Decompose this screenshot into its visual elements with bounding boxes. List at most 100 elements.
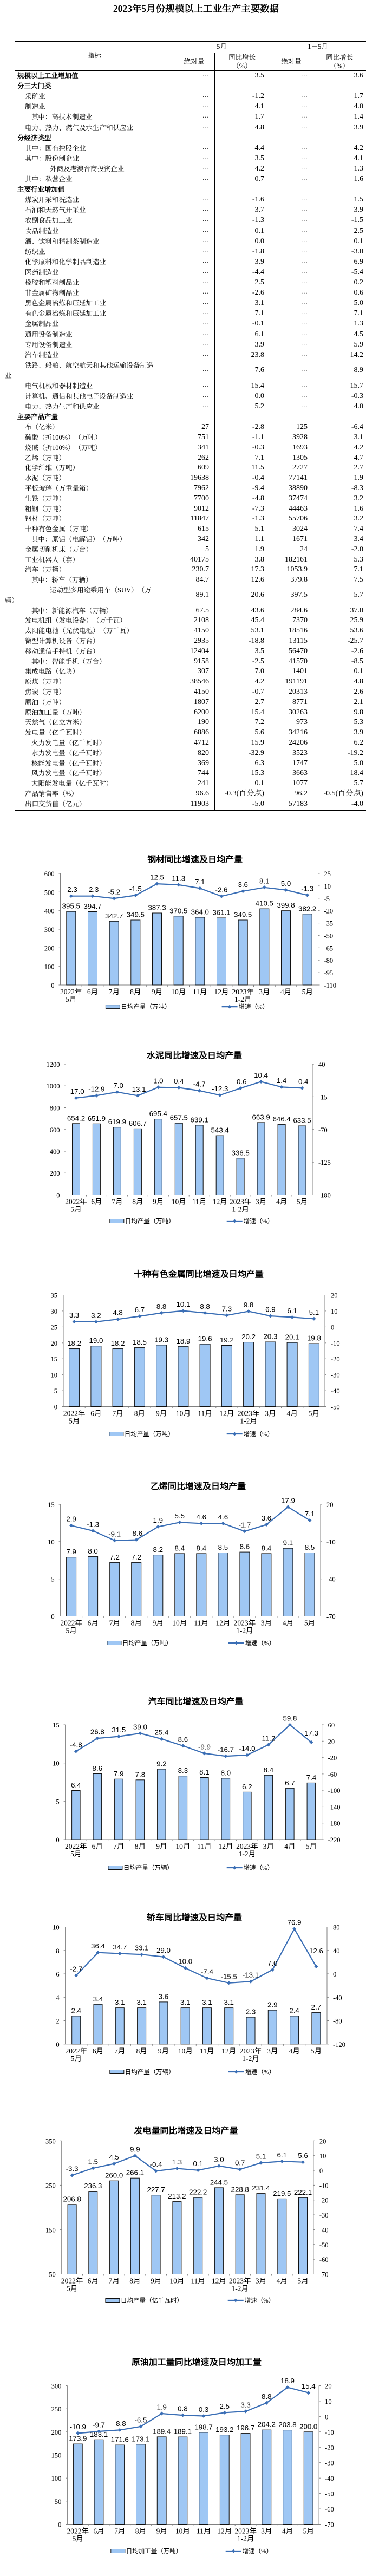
svg-text:8.8: 8.8 [262,2392,272,2401]
svg-text:1-2月: 1-2月 [236,1627,253,1635]
svg-text:增速（%）: 增速（%） [245,1639,276,1647]
svg-text:20.2: 20.2 [241,1333,256,1341]
svg-text:342.7: 342.7 [105,912,123,920]
svg-text:10月: 10月 [176,1410,191,1418]
svg-text:10.0: 10.0 [178,1958,192,1966]
svg-text:227.7: 227.7 [147,2186,165,2194]
svg-text:5月: 5月 [67,2285,77,2293]
svg-text:3月: 3月 [263,1842,274,1850]
svg-text:-20: -20 [324,908,334,915]
svg-text:10月: 10月 [172,1198,186,1206]
svg-text:-40: -40 [326,1576,336,1583]
svg-text:213.2: 213.2 [168,2192,186,2200]
svg-text:-80: -80 [333,2018,342,2025]
svg-text:5月: 5月 [70,1205,81,1214]
svg-text:1-2月: 1-2月 [240,1417,257,1425]
svg-text:173.1: 173.1 [132,2435,149,2443]
svg-text:12月: 12月 [213,1198,227,1206]
svg-text:-40: -40 [325,2475,334,2482]
svg-text:8.0: 8.0 [221,1769,231,1777]
svg-text:12月: 12月 [221,2047,236,2055]
svg-text:-40: -40 [333,1994,342,2001]
svg-text:0.7: 0.7 [235,2159,245,2167]
svg-text:349.5: 349.5 [234,911,252,919]
svg-text:300: 300 [44,926,55,934]
svg-text:350: 350 [45,2137,56,2145]
svg-text:15: 15 [48,1501,55,1509]
svg-text:4.5: 4.5 [109,2153,119,2161]
svg-text:59.8: 59.8 [283,1714,297,1723]
svg-text:399.8: 399.8 [277,901,295,909]
svg-text:5月: 5月 [311,2047,322,2055]
svg-text:-10: -10 [319,2182,329,2189]
svg-text:60: 60 [328,1721,335,1729]
svg-text:-50: -50 [331,1404,340,1411]
svg-text:-95: -95 [324,969,334,977]
svg-text:7.8: 7.8 [135,1770,146,1778]
svg-text:17.3: 17.3 [304,1729,318,1737]
svg-text:-5: -5 [324,895,330,903]
svg-text:150: 150 [45,2226,56,2234]
svg-text:轿车同比增速及日均产量: 轿车同比增速及日均产量 [147,1910,242,1923]
svg-text:-60: -60 [328,1771,337,1778]
svg-text:日均产量（万吨）: 日均产量（万吨） [122,1639,172,1647]
svg-text:-30: -30 [319,2212,329,2219]
svg-text:0: 0 [51,982,54,989]
svg-text:3.1: 3.1 [224,1998,234,2006]
svg-text:9月: 9月 [156,2527,167,2535]
svg-text:5月: 5月 [304,1619,315,1627]
svg-text:80: 80 [333,1924,340,1932]
svg-text:400: 400 [50,1148,60,1156]
svg-text:10.4: 10.4 [254,1071,268,1079]
svg-text:5: 5 [51,1576,54,1583]
svg-text:1.3: 1.3 [172,2158,182,2166]
svg-text:171.6: 171.6 [111,2436,129,2444]
svg-text:17.9: 17.9 [281,1496,295,1504]
svg-text:6.4: 6.4 [71,1781,81,1789]
svg-text:-10.9: -10.9 [70,2423,86,2431]
svg-text:18.2: 18.2 [111,1339,125,1347]
svg-text:6月: 6月 [91,1198,102,1206]
svg-text:8.5: 8.5 [218,1543,228,1551]
svg-text:日均产量（万吨）: 日均产量（万吨） [125,1430,174,1438]
svg-text:6.2: 6.2 [242,1783,252,1791]
svg-text:1.0: 1.0 [153,1077,164,1085]
svg-text:5.5: 5.5 [175,1512,185,1520]
svg-text:8: 8 [56,1947,59,1955]
svg-text:11月: 11月 [197,2527,211,2535]
svg-text:6.1: 6.1 [287,1307,297,1315]
svg-text:6: 6 [56,1971,59,1978]
svg-text:-0.4: -0.4 [296,1078,309,1086]
svg-text:4月: 4月 [289,2047,299,2055]
svg-text:11月: 11月 [198,1410,212,1418]
svg-text:-12.9: -12.9 [88,1085,104,1093]
svg-text:7月: 7月 [109,988,120,996]
svg-text:-6.5: -6.5 [134,2416,147,2424]
svg-text:10: 10 [51,1372,58,1379]
svg-text:8.8: 8.8 [156,1302,167,1310]
svg-text:3.0: 3.0 [214,2155,224,2163]
svg-text:2023年: 2023年 [232,988,254,996]
svg-text:543.4: 543.4 [211,1126,229,1134]
svg-text:1-2月: 1-2月 [239,1850,256,1858]
svg-text:-8.8: -8.8 [114,2420,126,2428]
svg-text:2022年: 2022年 [61,2277,83,2285]
svg-text:日均产量（万吨）: 日均产量（万吨） [125,1217,175,1225]
svg-text:189.4: 189.4 [153,2427,171,2435]
svg-text:2023年: 2023年 [230,1198,252,1206]
svg-text:0.1: 0.1 [193,2160,203,2168]
svg-text:800: 800 [50,1105,60,1112]
svg-text:-30: -30 [325,2460,334,2467]
svg-text:7月: 7月 [114,2047,125,2055]
svg-text:7月: 7月 [114,2527,125,2535]
svg-text:-9.1: -9.1 [108,1530,121,1538]
svg-text:发电量同比增速及日均产量: 发电量同比增速及日均产量 [134,2123,238,2136]
svg-text:100: 100 [44,963,55,971]
svg-text:189.1: 189.1 [174,2428,192,2436]
svg-text:5: 5 [56,1798,59,1805]
svg-text:-80: -80 [324,957,334,964]
svg-text:349.5: 349.5 [127,911,145,919]
svg-text:12月: 12月 [212,2277,226,2285]
svg-text:8.8: 8.8 [200,1302,210,1310]
svg-text:200: 200 [44,944,55,952]
